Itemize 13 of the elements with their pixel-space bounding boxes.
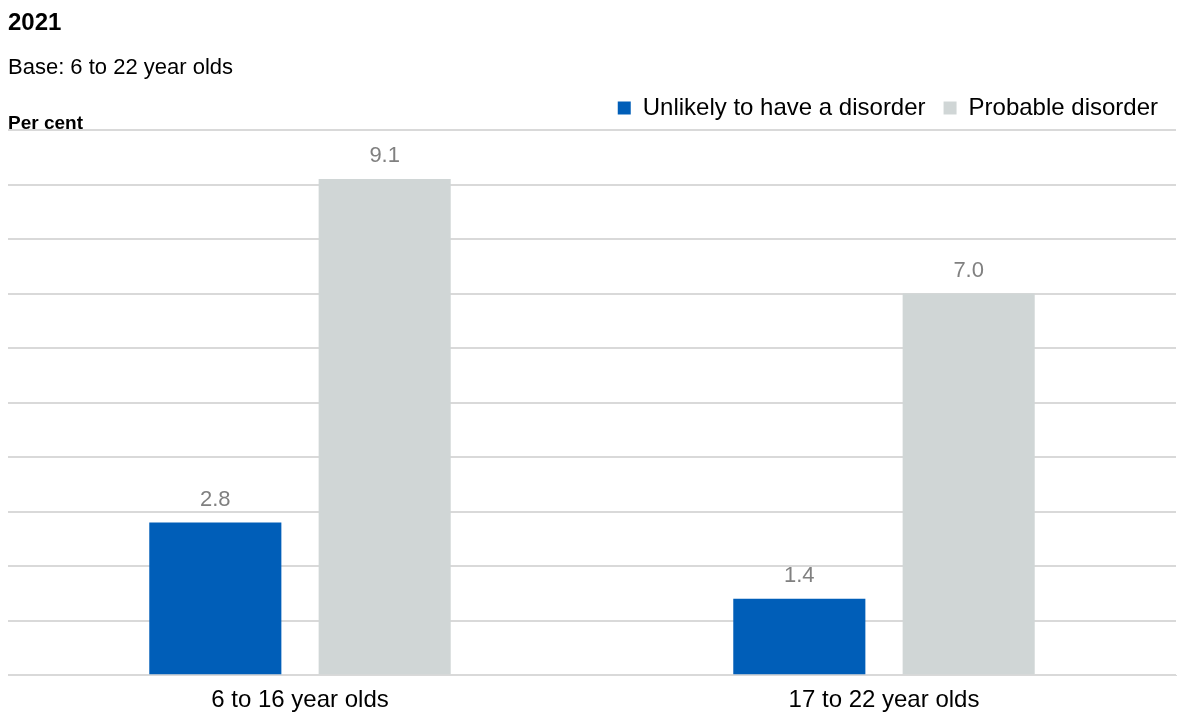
bar — [149, 522, 282, 675]
data-label: 1.4 — [784, 561, 815, 587]
data-label: 2.8 — [200, 485, 231, 511]
chart-subtitle: Base: 6 to 22 year olds — [8, 54, 234, 80]
data-label: 7.0 — [953, 256, 984, 282]
legend-label: Unlikely to have a disorder — [642, 92, 926, 120]
bar — [733, 598, 866, 675]
x-tick-label: 17 to 22 year olds — [788, 685, 980, 713]
data-label: 9.1 — [369, 142, 400, 168]
legend-label: Probable disorder — [968, 92, 1159, 120]
y-axis-title: Per cent — [8, 112, 83, 134]
x-tick-label: 6 to 16 year olds — [211, 685, 389, 713]
chart-title: 2021 — [8, 8, 62, 36]
